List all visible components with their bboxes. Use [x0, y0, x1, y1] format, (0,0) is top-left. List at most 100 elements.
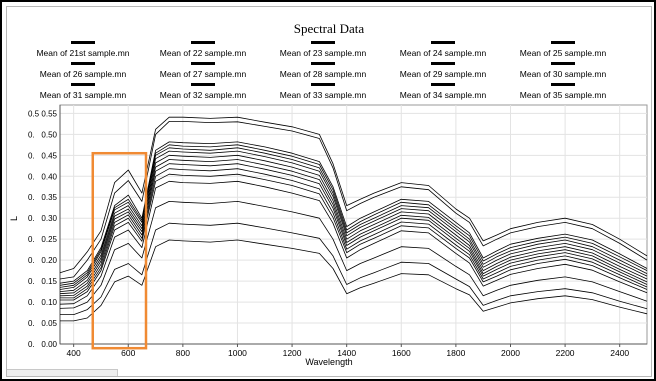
legend-swatch: [191, 83, 215, 86]
legend-label: Mean of 21st sample.mn: [36, 48, 130, 58]
y-tick-label: 0.10: [41, 298, 57, 307]
series-line: [60, 173, 648, 301]
y-tick-label: 0.25: [41, 235, 57, 244]
outer-y-tick-label: 0.: [28, 319, 35, 328]
x-tick-label: 2200: [556, 348, 575, 358]
legend-label: Mean of 28 sample.mn: [279, 69, 367, 79]
legend-swatch: [431, 41, 455, 44]
legend-item: Mean of 27 sample.mn: [138, 62, 268, 84]
series-line: [59, 121, 648, 280]
x-tick-label: 600: [121, 348, 135, 358]
outer-y-tick-label: 0.: [28, 340, 35, 349]
legend-swatch: [311, 83, 335, 86]
plot-background: [59, 104, 648, 345]
legend-swatch: [191, 41, 215, 44]
legend-label: Mean of 30 sample.mn: [519, 69, 607, 79]
series-line: [59, 150, 648, 290]
y-tick-label: 0.20: [41, 256, 57, 265]
legend-item: Mean of 24 sample.mn: [378, 41, 508, 63]
legend-swatch: [551, 41, 575, 44]
outer-y-tick-label: 0.: [28, 172, 35, 181]
y-axis-label: L: [9, 215, 19, 221]
legend-item: Mean of 34 sample.mn: [378, 83, 508, 105]
legend-label: Mean of 27 sample.mn: [159, 69, 247, 79]
series-line: [59, 180, 648, 305]
series-line: [59, 141, 648, 284]
y-tick-label: 0.45: [41, 151, 57, 160]
outer-y-tick-label: 0.: [28, 256, 35, 265]
series-line: [60, 222, 648, 315]
plot-area: 400 600 800 1000 1200 1400 1600 1800 2000 2200 240…: [28, 104, 648, 358]
x-tick-label: 1000: [228, 348, 247, 358]
legend-item: Mean of 22 sample.mn: [138, 41, 268, 63]
legend-item: Mean of 33 sample.mn: [258, 83, 388, 105]
x-tick-label: 1200: [283, 348, 302, 358]
series-line: [59, 163, 648, 297]
legend-label: Mean of 29 sample.mn: [399, 69, 487, 79]
outer-y-tick-label: 0.: [28, 235, 35, 244]
y-tick-label: 0.05: [41, 319, 57, 328]
y-tick-label: 0.35: [41, 193, 57, 202]
legend-label: Mean of 34 sample.mn: [399, 90, 487, 100]
x-tick-label: 800: [176, 348, 190, 358]
x-axis-label: Wavelength: [305, 357, 353, 367]
legend-swatch: [71, 41, 95, 44]
legend-label: Mean of 22 sample.mn: [159, 48, 247, 58]
y-tick-label: 0.15: [41, 277, 57, 286]
x-tick-label: 1800: [446, 348, 465, 358]
series-line: [59, 147, 648, 288]
legend-swatch: [311, 41, 335, 44]
outer-y-tick-label: 0.: [28, 130, 35, 139]
x-tick-label: 400: [67, 348, 81, 358]
legend-label: Mean of 33 sample.mn: [279, 90, 367, 100]
series-line: [59, 159, 648, 295]
series-line: [60, 239, 648, 322]
outer-y-tick-label: 0.: [28, 214, 35, 223]
legend-swatch: [431, 83, 455, 86]
series-line: [59, 144, 648, 286]
x-tick-label: 1400: [337, 348, 356, 358]
outer-y-tick-label: 0.: [28, 151, 35, 160]
y-tick-label: 0.50: [41, 130, 57, 139]
x-tick-label: 1600: [392, 348, 411, 358]
legend-swatch: [551, 83, 575, 86]
legend-item: Mean of 32 sample.mn: [138, 83, 268, 105]
series-line: [59, 154, 648, 292]
legend-swatch: [71, 62, 95, 65]
outer-y-tick-label: 0.5: [28, 109, 40, 118]
legend-swatch: [431, 62, 455, 65]
chart-title: Spectral Data: [293, 21, 365, 36]
legend-item: Mean of 21st sample.mn: [18, 41, 148, 63]
x-tick-label: 2000: [501, 348, 520, 358]
legend-swatch: [551, 62, 575, 65]
legend-item: Mean of 35 sample.mn: [498, 83, 628, 105]
legend-label: Mean of 26 sample.mn: [39, 69, 127, 79]
outer-y-tick-label: 0.: [28, 277, 35, 286]
legend-label: Mean of 23 sample.mn: [279, 48, 367, 58]
x-tick-label: 2400: [610, 348, 629, 358]
y-tick-label: 0.55: [41, 109, 57, 118]
legend-label: Mean of 35 sample.mn: [519, 90, 607, 100]
legend-swatch: [311, 62, 335, 65]
series-line: [59, 201, 648, 309]
outer-y-tick-label: 0.: [28, 298, 35, 307]
series-line: [60, 168, 648, 299]
legend-label: Mean of 32 sample.mn: [159, 90, 247, 100]
status-bar: [7, 369, 118, 376]
legend-item: Mean of 26 sample.mn: [18, 62, 148, 84]
y-tick-label: 0.40: [41, 172, 57, 181]
y-tick-label: 0.30: [41, 214, 57, 223]
legend-item: Mean of 23 sample.mn: [258, 41, 388, 63]
legend-item: Mean of 29 sample.mn: [378, 62, 508, 84]
legend-item: Mean of 30 sample.mn: [498, 62, 628, 84]
chart-panel: Spectral Data Mean of 21st sample.mn Mean…: [6, 6, 652, 377]
legend-item: Mean of 28 sample.mn: [258, 62, 388, 84]
series-line: [59, 116, 648, 274]
legend-swatch: [71, 83, 95, 86]
legend-label: Mean of 24 sample.mn: [399, 48, 487, 58]
legend-label: Mean of 25 sample.mn: [519, 48, 607, 58]
legend-item: Mean of 25 sample.mn: [498, 41, 628, 63]
highlight-box: [91, 151, 148, 350]
y-tick-label: 0.00: [41, 340, 57, 349]
